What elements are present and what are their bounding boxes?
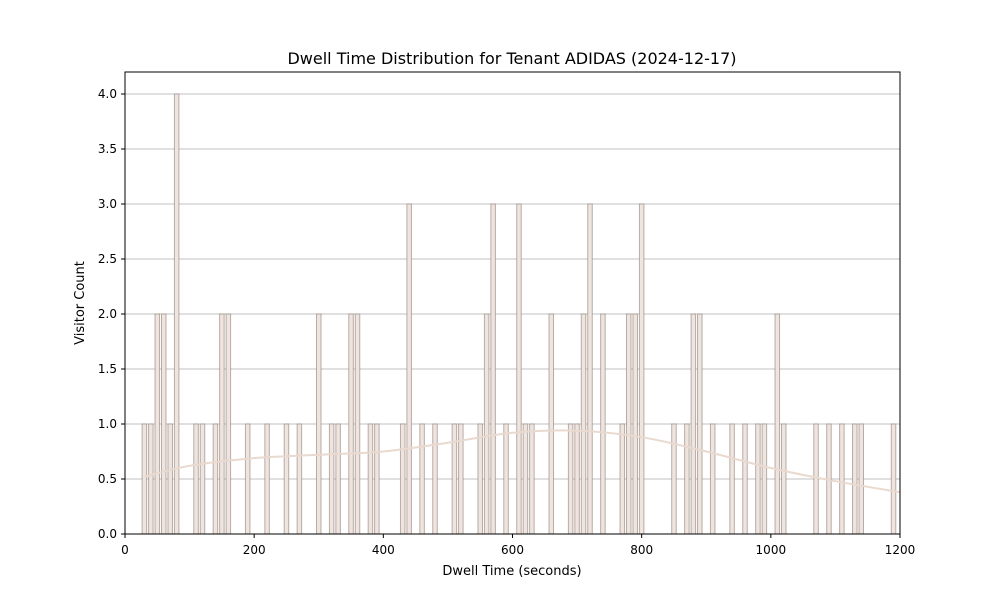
y-tick-label: 4.0: [98, 87, 117, 101]
histogram-bar: [574, 423, 580, 535]
y-tick-label: 3.5: [98, 142, 117, 156]
histogram-bar: [890, 423, 897, 535]
histogram-bar: [148, 423, 154, 535]
y-tick-label: 0.5: [98, 472, 117, 486]
histogram-bar: [193, 423, 199, 535]
histogram-bar: [315, 313, 322, 535]
histogram-bar: [684, 423, 690, 535]
histogram-bar: [813, 423, 819, 535]
histogram-bar: [755, 423, 761, 535]
histogram-bar: [160, 313, 167, 535]
histogram-bar: [638, 203, 645, 535]
x-tick-label: 0: [121, 543, 129, 557]
histogram-bar: [852, 423, 858, 535]
histogram-bar: [335, 423, 341, 535]
y-tick-label: 1.0: [98, 417, 117, 431]
histogram-bar: [283, 423, 290, 535]
y-tick-label: 1.5: [98, 362, 117, 376]
histogram-bar: [419, 423, 425, 535]
x-tick-label: 800: [630, 543, 653, 557]
y-axis-label: Visitor Count: [73, 261, 88, 345]
histogram-bar: [477, 423, 483, 535]
histogram-bar: [154, 313, 161, 535]
histogram-bar: [529, 423, 535, 535]
kde-line: [144, 429, 901, 494]
histogram-bar: [244, 423, 251, 535]
histogram-bar: [354, 313, 361, 535]
x-axis: 0 200 400 600 800 1000 1200: [121, 534, 915, 557]
histogram-bar: [374, 423, 380, 535]
histogram-bar: [141, 423, 148, 535]
histogram-bar: [199, 423, 206, 535]
x-tick-label: 1200: [885, 543, 916, 557]
histogram-bar: [503, 423, 509, 535]
histogram-bar: [774, 313, 781, 535]
y-tick-label: 2.0: [98, 307, 117, 321]
histogram-bar: [367, 423, 374, 535]
bars: [141, 93, 897, 535]
histogram-bar: [625, 313, 632, 535]
chart-title: Dwell Time Distribution for Tenant ADIDA…: [287, 49, 736, 68]
y-tick-label: 2.5: [98, 252, 117, 266]
histogram-bar: [709, 423, 716, 535]
x-axis-label: Dwell Time (seconds): [442, 564, 581, 579]
histogram-bar: [600, 313, 606, 535]
histogram-bar: [619, 423, 626, 535]
histogram-bar: [780, 423, 787, 535]
histogram-bar: [522, 423, 529, 535]
y-axis: 0.0 0.5 1.0 1.5 2.0 2.5 3.0 3.5 4.0: [98, 87, 125, 541]
histogram-bar: [839, 423, 845, 535]
histogram-bar: [697, 313, 703, 535]
x-tick-label: 200: [243, 543, 266, 557]
histogram-bar: [548, 313, 555, 535]
histogram-bar: [632, 313, 638, 535]
y-grid: [125, 93, 900, 535]
histogram-bar: [167, 423, 173, 535]
histogram-bar: [264, 423, 270, 535]
y-tick-label: 3.0: [98, 197, 117, 211]
histogram-bar: [212, 423, 219, 535]
histogram-bar: [761, 423, 768, 535]
histogram-bar: [858, 423, 865, 535]
histogram-bar: [690, 313, 697, 535]
histogram-bar: [225, 313, 232, 535]
histogram-bar: [399, 423, 406, 535]
histogram-bar: [483, 313, 490, 535]
histogram-bar: [516, 203, 522, 535]
y-tick-label: 0.0: [98, 527, 117, 541]
histogram-bar: [432, 423, 438, 535]
histogram-bar: [296, 423, 303, 535]
histogram-bar: [348, 313, 354, 535]
x-tick-label: 600: [501, 543, 524, 557]
x-tick-label: 400: [372, 543, 395, 557]
histogram-bar: [729, 423, 735, 535]
histogram-bar: [328, 423, 335, 535]
histogram-bar: [490, 203, 496, 535]
histogram-bar: [580, 313, 587, 535]
histogram-bar: [587, 203, 593, 535]
histogram-bar: [219, 313, 225, 535]
histogram-bar: [567, 423, 574, 535]
histogram-bar: [406, 203, 412, 535]
histogram-bar: [671, 423, 677, 535]
x-tick-label: 1000: [756, 543, 787, 557]
histogram-bar: [742, 423, 748, 535]
